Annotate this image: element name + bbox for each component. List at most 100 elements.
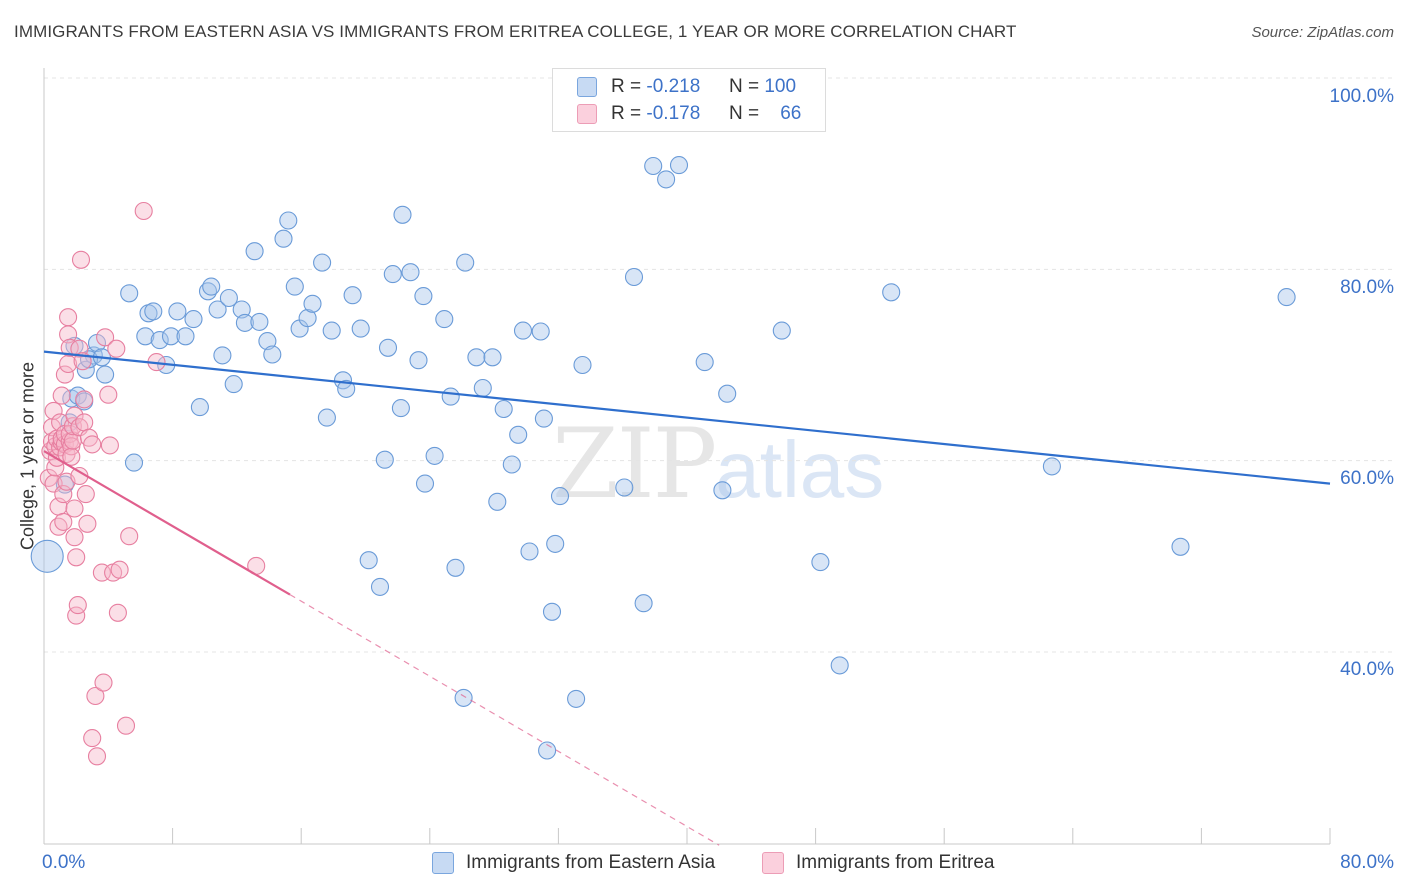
point-eastern-asia [415, 474, 435, 493]
point-eastern-asia [534, 409, 553, 428]
point-eritrea [65, 406, 84, 425]
point-eastern-asia [713, 481, 732, 500]
point-eastern-asia [213, 346, 232, 365]
point-eastern-asia [456, 253, 475, 272]
point-eastern-asia [250, 312, 269, 331]
point-eastern-asia [435, 310, 454, 329]
point-eastern-asia [337, 379, 356, 398]
point-eastern-asia [150, 331, 169, 350]
point-eastern-asia [168, 302, 187, 321]
point-eastern-asia [393, 205, 412, 224]
point-eastern-asia [567, 689, 586, 708]
point-eritrea [100, 436, 119, 455]
point-eastern-asia [542, 602, 562, 621]
point-eastern-asia [285, 277, 304, 296]
point-eastern-asia [317, 408, 336, 427]
point-eastern-asia [343, 286, 362, 305]
legend-row-eritrea: R = -0.178 N = 66 [577, 102, 801, 126]
point-eastern-asia [322, 321, 341, 340]
point-eastern-asia [279, 211, 298, 230]
point-eastern-asia [695, 353, 714, 372]
point-eastern-asia [144, 302, 163, 321]
x-tick-label-min: 0.0% [42, 852, 86, 873]
point-eastern-asia [190, 398, 209, 417]
point-eritrea [86, 686, 105, 706]
point-eastern-asia [634, 594, 653, 613]
point-eastern-asia [136, 327, 155, 346]
point-eastern-asia [303, 294, 322, 313]
point-eastern-asia [409, 351, 428, 370]
point-eritrea [120, 527, 139, 546]
point-eastern-asia [811, 553, 830, 572]
bottom-legend-swatch-eritrea [762, 852, 784, 874]
point-eritrea [99, 385, 118, 404]
point-eastern-asia [176, 327, 195, 346]
legend-n-value: 100 [764, 76, 797, 97]
watermark-zip: ZIP [552, 408, 717, 520]
point-eastern-asia [161, 327, 181, 346]
trend-line-eritrea [43, 450, 291, 596]
point-eastern-asia [375, 450, 394, 469]
point-eritrea [62, 447, 81, 466]
point-eastern-asia [263, 345, 282, 364]
point-eritrea [59, 308, 78, 327]
watermark-atlas: atlas [715, 425, 885, 514]
trend-line-eastern-asia [43, 350, 1331, 485]
point-eastern-asia [401, 263, 420, 282]
point-eastern-asia [573, 355, 592, 375]
point-eritrea [49, 517, 68, 536]
legend-n-label: N = [728, 76, 760, 97]
point-eastern-asia [657, 170, 676, 189]
point-eastern-asia [274, 229, 293, 248]
source-credit: Source: ZipAtlas.com [1251, 24, 1394, 41]
point-eastern-asia [219, 288, 238, 308]
x-tick-label-max: 80.0% [1340, 852, 1394, 873]
point-eritrea [83, 435, 102, 454]
point-eastern-asia [298, 309, 317, 328]
legend-r-value: -0.178 [646, 103, 701, 124]
point-eastern-asia [1042, 457, 1061, 476]
point-eritrea [76, 485, 95, 504]
point-eritrea [52, 386, 71, 405]
point-eritrea [67, 548, 86, 567]
point-eritrea [59, 354, 78, 374]
point-eastern-asia [1171, 537, 1190, 556]
bottom-legend-eastern-asia: Immigrants from Eastern Asia [432, 852, 715, 874]
point-eastern-asia [494, 399, 513, 419]
point-eritrea [83, 729, 102, 748]
point-eastern-asia [546, 534, 565, 553]
point-eritrea [78, 514, 97, 533]
point-eastern-asia [669, 156, 689, 175]
legend-r-value: -0.218 [646, 76, 701, 97]
y-tick-label-40: 40.0% [1340, 659, 1394, 680]
point-eritrea [71, 250, 91, 269]
point-eritrea [94, 673, 113, 692]
point-eastern-asia [882, 283, 901, 302]
point-eastern-asia [378, 338, 398, 357]
grid-lines [44, 77, 1392, 653]
point-eastern-asia [391, 399, 410, 418]
bottom-legend-label: Immigrants from Eastern Asia [466, 852, 716, 873]
point-eritrea [108, 603, 127, 622]
point-eastern-asia [502, 455, 521, 474]
point-eritrea [107, 339, 126, 358]
point-eastern-asia [513, 321, 533, 340]
point-eastern-asia [96, 365, 115, 384]
trend-lines [43, 350, 1331, 846]
point-eastern-asia [425, 446, 444, 465]
point-eritrea [60, 338, 79, 357]
point-eastern-asia [538, 741, 557, 760]
point-eastern-asia [245, 242, 264, 261]
y-tick-label-60: 60.0% [1340, 468, 1394, 489]
point-eastern-asia [473, 378, 492, 398]
point-eastern-asia [531, 322, 550, 341]
point-eritrea [96, 328, 115, 347]
trend-line-eritrea-extension [289, 594, 720, 846]
point-eastern-asia [446, 558, 465, 577]
point-eastern-asia [351, 319, 370, 338]
y-axis-label: College, 1 year or more [17, 361, 38, 551]
bottom-legend-eritrea: Immigrants from Eritrea [762, 852, 994, 874]
point-eritrea [54, 512, 73, 531]
legend-n-label: N = [728, 103, 760, 124]
